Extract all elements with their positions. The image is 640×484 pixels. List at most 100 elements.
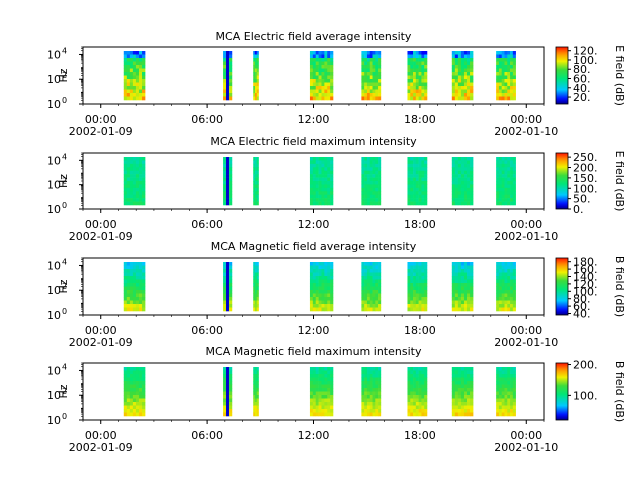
spectrogram-cell — [256, 286, 259, 291]
spectrogram-cell — [454, 54, 459, 59]
spectrogram-cell — [364, 300, 368, 305]
spectrogram-cell — [372, 398, 376, 403]
spectrogram-cell — [463, 79, 468, 83]
spectrogram-cell — [507, 194, 511, 199]
spectrogram-cell — [253, 293, 256, 298]
spectrogram-cell — [470, 167, 474, 172]
spectrogram-cell — [451, 384, 456, 389]
spectrogram-cell — [129, 75, 134, 80]
spectrogram-cell — [132, 191, 137, 196]
spectrogram-cell — [378, 307, 382, 312]
spectrogram-cell — [132, 96, 137, 101]
spectrogram-cell — [498, 201, 502, 206]
spectrogram-cell — [132, 157, 137, 161]
spectrogram-cell — [451, 160, 456, 165]
spectrogram-cell — [309, 395, 314, 399]
spectrogram-cell — [467, 409, 471, 413]
spectrogram-cell — [415, 68, 419, 73]
spectrogram-cell — [512, 198, 516, 202]
spectrogram-cell — [451, 381, 456, 385]
spectrogram-cell — [504, 93, 508, 97]
spectrogram-cell — [424, 398, 428, 403]
spectrogram-cell — [410, 174, 414, 178]
spectrogram-cell — [470, 191, 474, 196]
spectrogram-cell — [507, 370, 511, 375]
spectrogram-cell — [421, 75, 425, 80]
spectrogram-cell — [226, 262, 230, 266]
spectrogram-cell — [510, 370, 514, 375]
spectrogram-cell — [424, 75, 428, 80]
spectrogram-cell — [369, 391, 373, 396]
spectrogram-cell — [228, 72, 233, 76]
spectrogram-cell — [126, 290, 131, 294]
spectrogram-cell — [460, 191, 465, 196]
spectrogram-cell — [378, 89, 382, 94]
spectrogram-cell — [378, 184, 382, 189]
spectrogram-cell — [375, 160, 379, 165]
spectrogram-cell — [369, 279, 373, 284]
spectrogram-cell — [496, 279, 500, 284]
spectrogram-cell — [460, 395, 465, 399]
spectrogram-cell — [228, 96, 233, 101]
spectrogram-cell — [361, 405, 365, 410]
spectrogram-cell — [256, 181, 259, 185]
spectrogram-cell — [309, 409, 314, 413]
spectrogram-cell — [460, 167, 465, 172]
spectrogram-cell — [129, 370, 134, 375]
spectrogram-cell — [410, 96, 414, 101]
spectrogram-cell — [378, 194, 382, 199]
spectrogram-cell — [228, 377, 233, 382]
spectrogram-cell — [372, 409, 376, 413]
spectrogram-cell — [451, 198, 456, 202]
spectrogram-cell — [424, 93, 428, 97]
spectrogram-cell — [324, 163, 328, 168]
spectrogram — [123, 262, 516, 312]
spectrogram-cell — [135, 181, 140, 185]
spectrogram-cell — [457, 194, 462, 199]
spectrogram-cell — [324, 177, 328, 182]
spectrogram-cell — [378, 160, 382, 165]
spectrogram-cell — [135, 68, 140, 73]
spectrogram-cell — [501, 272, 505, 277]
spectrogram-cell — [309, 286, 314, 291]
spectrogram-cell — [372, 391, 376, 396]
spectrogram-cell — [226, 177, 230, 182]
spectrogram-cell — [254, 307, 258, 312]
spectrogram-cell — [498, 82, 502, 87]
spectrogram-cell — [410, 82, 414, 87]
spectrogram-cell — [470, 409, 474, 413]
spectrogram-cell — [324, 198, 328, 202]
spectrogram-cell — [327, 198, 331, 202]
spectrogram-cell — [123, 184, 128, 189]
spectrogram-cell — [330, 89, 334, 94]
spectrogram-cell — [510, 187, 514, 192]
spectrogram-cell — [138, 398, 143, 403]
spectrogram-cell — [226, 191, 230, 196]
spectrogram-cell — [228, 160, 233, 165]
spectrogram-cell — [324, 391, 328, 396]
spectrogram-cell — [142, 194, 146, 199]
spectrogram-cell — [312, 300, 317, 305]
spectrogram-cell — [451, 412, 456, 417]
spectrogram-cell — [309, 300, 314, 305]
spectrogram-cell — [457, 61, 462, 66]
spectrogram-cell — [138, 409, 143, 413]
spectrogram-cell — [254, 54, 258, 59]
spectrogram-cell — [369, 170, 373, 175]
spectrogram-cell — [507, 163, 511, 168]
spectrogram-cell — [498, 412, 502, 417]
spectrogram-cell — [460, 163, 465, 168]
spectrogram-cell — [413, 174, 417, 178]
spectrogram-cell — [512, 388, 516, 392]
spectrogram-cell — [498, 61, 502, 66]
spectrogram-cell — [324, 367, 328, 371]
spectrogram-cell — [309, 51, 314, 55]
spectrogram-cell — [410, 86, 414, 90]
spectrogram-cell — [132, 381, 137, 385]
spectrogram-cell — [253, 398, 256, 403]
spectrogram-cell — [366, 96, 371, 101]
spectrogram-cell — [375, 286, 379, 291]
spectrogram-cell — [364, 297, 368, 301]
spectrogram-cell — [369, 402, 373, 406]
spectrogram-cell — [138, 391, 143, 396]
